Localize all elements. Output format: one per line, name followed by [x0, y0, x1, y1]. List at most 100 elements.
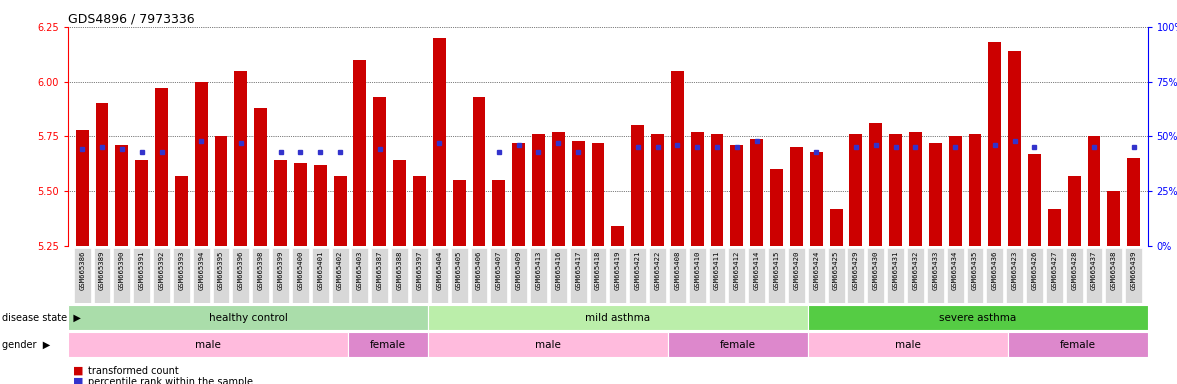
Bar: [453, 180, 466, 246]
Bar: [1108, 191, 1121, 246]
Text: GSM665391: GSM665391: [139, 250, 145, 290]
FancyBboxPatch shape: [667, 332, 807, 357]
Bar: [770, 169, 783, 246]
Bar: [969, 134, 982, 246]
Text: GSM665438: GSM665438: [1111, 250, 1117, 290]
Text: female: female: [370, 339, 406, 350]
Text: transformed count: transformed count: [88, 366, 179, 376]
Text: GSM665398: GSM665398: [258, 250, 264, 290]
FancyBboxPatch shape: [1105, 248, 1123, 303]
Bar: [234, 71, 247, 246]
Bar: [353, 60, 366, 246]
Text: GSM665430: GSM665430: [873, 250, 879, 290]
Bar: [1028, 154, 1040, 246]
Bar: [611, 226, 624, 246]
FancyBboxPatch shape: [966, 248, 984, 303]
FancyBboxPatch shape: [428, 332, 667, 357]
Bar: [294, 162, 307, 246]
Text: GSM665439: GSM665439: [1131, 250, 1137, 290]
Bar: [691, 132, 704, 246]
Text: GSM665417: GSM665417: [576, 250, 581, 290]
Text: GSM665422: GSM665422: [654, 250, 660, 290]
FancyBboxPatch shape: [133, 248, 151, 303]
FancyBboxPatch shape: [510, 248, 527, 303]
Text: GSM665436: GSM665436: [992, 250, 998, 290]
FancyBboxPatch shape: [769, 248, 785, 303]
Bar: [572, 141, 585, 246]
Bar: [393, 161, 406, 246]
FancyBboxPatch shape: [312, 248, 328, 303]
FancyBboxPatch shape: [1065, 248, 1083, 303]
Bar: [731, 145, 744, 246]
Bar: [1128, 158, 1141, 246]
FancyBboxPatch shape: [946, 248, 964, 303]
Text: GSM665426: GSM665426: [1031, 250, 1037, 290]
FancyBboxPatch shape: [471, 248, 487, 303]
Text: GSM665401: GSM665401: [318, 250, 324, 290]
Bar: [929, 143, 942, 246]
Bar: [75, 130, 88, 246]
Text: GSM665412: GSM665412: [734, 250, 740, 290]
Bar: [115, 145, 128, 246]
Text: GSM665435: GSM665435: [972, 250, 978, 290]
FancyBboxPatch shape: [93, 248, 111, 303]
Text: GSM665386: GSM665386: [79, 250, 85, 290]
Text: GSM665402: GSM665402: [337, 250, 343, 290]
Text: GSM665433: GSM665433: [932, 250, 938, 290]
Bar: [671, 71, 684, 246]
Bar: [790, 147, 803, 246]
Bar: [651, 134, 664, 246]
Bar: [492, 180, 505, 246]
Text: disease state  ▶: disease state ▶: [2, 313, 81, 323]
FancyBboxPatch shape: [787, 248, 805, 303]
FancyBboxPatch shape: [1085, 248, 1103, 303]
Text: GSM665407: GSM665407: [496, 250, 501, 290]
Bar: [214, 136, 227, 246]
FancyBboxPatch shape: [252, 248, 270, 303]
Bar: [850, 134, 863, 246]
Bar: [949, 136, 962, 246]
Bar: [1009, 51, 1022, 246]
Text: GSM665416: GSM665416: [556, 250, 561, 290]
Bar: [1088, 136, 1100, 246]
Bar: [155, 88, 168, 246]
Text: male: male: [536, 339, 561, 350]
Bar: [333, 176, 346, 246]
FancyBboxPatch shape: [391, 248, 408, 303]
FancyBboxPatch shape: [332, 248, 348, 303]
FancyBboxPatch shape: [887, 248, 904, 303]
Bar: [274, 161, 287, 246]
Text: GSM665395: GSM665395: [218, 250, 224, 290]
FancyBboxPatch shape: [491, 248, 507, 303]
Text: gender  ▶: gender ▶: [2, 339, 51, 350]
Text: GSM665394: GSM665394: [198, 250, 204, 290]
FancyBboxPatch shape: [590, 248, 606, 303]
FancyBboxPatch shape: [113, 248, 131, 303]
Text: male: male: [895, 339, 920, 350]
FancyBboxPatch shape: [68, 305, 428, 330]
FancyBboxPatch shape: [352, 248, 368, 303]
FancyBboxPatch shape: [1008, 332, 1148, 357]
FancyBboxPatch shape: [213, 248, 230, 303]
Text: GSM665413: GSM665413: [536, 250, 541, 290]
Text: GSM665431: GSM665431: [892, 250, 898, 290]
Text: GSM665406: GSM665406: [476, 250, 481, 290]
FancyBboxPatch shape: [1046, 248, 1063, 303]
Text: GSM665418: GSM665418: [596, 250, 601, 290]
FancyBboxPatch shape: [570, 248, 586, 303]
Text: GSM665428: GSM665428: [1071, 250, 1077, 290]
Bar: [1048, 209, 1060, 246]
Text: GSM665423: GSM665423: [1012, 250, 1018, 290]
FancyBboxPatch shape: [669, 248, 686, 303]
Text: GSM665419: GSM665419: [614, 250, 620, 290]
FancyBboxPatch shape: [907, 248, 924, 303]
Bar: [373, 97, 386, 246]
FancyBboxPatch shape: [807, 248, 825, 303]
Bar: [750, 139, 763, 246]
Text: GSM665424: GSM665424: [813, 250, 819, 290]
Text: GSM665434: GSM665434: [952, 250, 958, 290]
FancyBboxPatch shape: [1125, 248, 1142, 303]
Text: GSM665403: GSM665403: [357, 250, 363, 290]
Text: healthy control: healthy control: [208, 313, 287, 323]
FancyBboxPatch shape: [630, 248, 646, 303]
